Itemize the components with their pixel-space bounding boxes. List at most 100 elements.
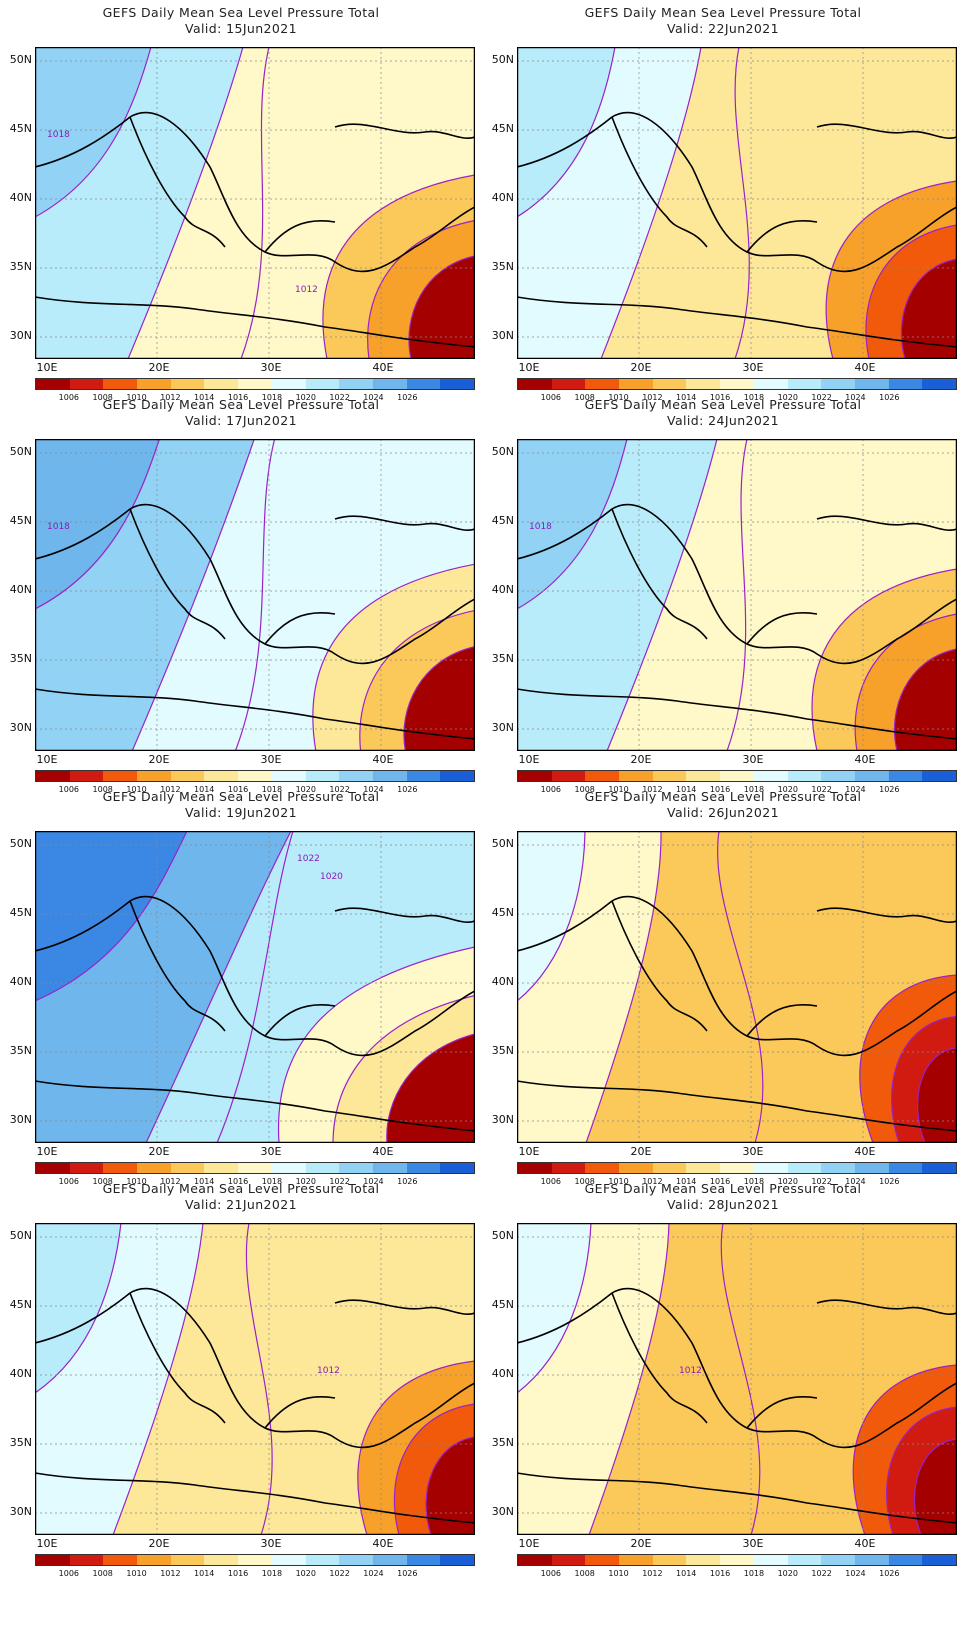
colorbar-level-label: 1008: [574, 785, 595, 794]
colorbar-level-label: 1026: [397, 393, 418, 402]
colorbar-level-label: 1024: [845, 785, 866, 794]
colorbar-level-label: 1022: [329, 393, 350, 402]
panel-title: GEFS Daily Mean Sea Level Pressure Total: [584, 789, 862, 804]
colorbar-level-label: 1016: [709, 785, 731, 794]
colorbar-segment: [69, 771, 104, 781]
colorbar-segment: [518, 1163, 552, 1173]
contour-label: 1012: [295, 285, 318, 295]
colorbar-level-label: 1012: [160, 1569, 181, 1578]
colorbar-segment: [888, 1555, 923, 1565]
colorbar-segment: [69, 379, 104, 389]
colorbar-segment: [372, 1163, 407, 1173]
colorbar-level-label: 1026: [879, 1177, 900, 1186]
colorbar-segment: [238, 771, 272, 781]
pressure-field-svg: [517, 831, 957, 1143]
colorbar-segment: [440, 1555, 474, 1565]
colorbar-segment: [137, 1555, 171, 1565]
colorbar-segment: [271, 1163, 306, 1173]
longitude-tick-label: 20E: [148, 1537, 170, 1550]
colorbar-segment: [922, 1555, 956, 1565]
colorbar-segment: [137, 1163, 171, 1173]
colorbar-segment: [753, 771, 788, 781]
colorbar-level-label: 1010: [126, 785, 147, 794]
colorbar-level-label: 1024: [363, 785, 384, 794]
latitude-tick-label: 40N: [491, 1367, 514, 1380]
colorbar-level-label: 1010: [608, 1177, 629, 1186]
colorbar-level-label: 1026: [879, 1569, 900, 1578]
colorbar-segment: [787, 1555, 822, 1565]
colorbar-level-label: 1022: [329, 785, 350, 794]
colorbar-level-label: 1010: [608, 1569, 629, 1578]
colorbar-segment: [440, 1163, 474, 1173]
colorbar-segment: [686, 1555, 721, 1565]
colorbar-segment: [888, 1163, 923, 1173]
colorbar-level-label: 1010: [126, 1569, 147, 1578]
colorbar-segment: [518, 379, 552, 389]
colorbar-segment: [103, 1555, 138, 1565]
colorbar-level-label: 1020: [295, 1569, 316, 1578]
colorbar-level-label: 1006: [58, 785, 80, 794]
longitude-tick-label: 10E: [36, 361, 58, 374]
colorbar-level-label: 1024: [845, 393, 866, 402]
colorbar-segment: [821, 771, 855, 781]
pressure-field-svg: 1012: [517, 1223, 957, 1535]
panel-title: GEFS Daily Mean Sea Level Pressure Total: [584, 1181, 862, 1196]
pressure-field-svg: 1012: [35, 1223, 475, 1535]
colorbar-level-label: 1012: [642, 1569, 663, 1578]
latitude-tick-label: 40N: [9, 583, 32, 596]
longitude-tick-label: 30E: [260, 1145, 282, 1158]
colorbar-segment: [787, 771, 822, 781]
colorbar-segment: [619, 379, 653, 389]
latitude-tick-label: 35N: [491, 1436, 514, 1449]
colorbar-level-label: 1014: [676, 1177, 697, 1186]
longitude-tick-label: 20E: [630, 753, 652, 766]
panel-valid-date: Valid: 28Jun2021: [667, 1197, 779, 1212]
colorbar-level-label: 1016: [709, 393, 731, 402]
longitude-tick-label: 20E: [630, 361, 652, 374]
colorbar-segment: [854, 1163, 889, 1173]
latitude-tick-label: 30N: [9, 721, 32, 734]
colorbar-level-label: 1006: [540, 785, 562, 794]
latitude-tick-label: 40N: [491, 583, 514, 596]
colorbar-segment: [372, 379, 407, 389]
latitude-tick-label: 40N: [491, 191, 514, 204]
latitude-tick-label: 35N: [9, 1044, 32, 1057]
colorbar-segment: [720, 1555, 754, 1565]
colorbar-level-label: 1018: [743, 785, 765, 794]
colorbar-segment: [753, 1555, 788, 1565]
longitude-tick-label: 40E: [372, 753, 394, 766]
colorbar-segment: [686, 379, 721, 389]
panel-title: GEFS Daily Mean Sea Level Pressure Total: [102, 397, 380, 412]
colorbar-segment: [821, 1555, 855, 1565]
panel-valid-date: Valid: 22Jun2021: [667, 21, 779, 36]
colorbar-segment: [518, 1555, 552, 1565]
panel-title: GEFS Daily Mean Sea Level Pressure Total: [584, 397, 862, 412]
colorbar-level-label: 1016: [709, 1569, 731, 1578]
pressure-colorbar: [517, 1162, 957, 1174]
pressure-field-map: [517, 47, 957, 359]
colorbar-segment: [170, 1163, 205, 1173]
latitude-tick-label: 30N: [491, 721, 514, 734]
pressure-colorbar: [35, 1554, 475, 1566]
latitude-tick-label: 35N: [9, 260, 32, 273]
colorbar-level-label: 1008: [574, 1177, 595, 1186]
pressure-colorbar: [35, 1162, 475, 1174]
map-panel: GEFS Daily Mean Sea Level Pressure Total…: [0, 1176, 482, 1586]
panel-valid-date: Valid: 15Jun2021: [185, 21, 297, 36]
contour-label: 1018: [47, 130, 70, 140]
colorbar-level-label: 1018: [743, 1177, 765, 1186]
latitude-tick-label: 45N: [9, 122, 32, 135]
panel-valid-date: Valid: 17Jun2021: [185, 413, 297, 428]
colorbar-segment: [305, 1163, 340, 1173]
map-panel: GEFS Daily Mean Sea Level Pressure Total…: [0, 392, 482, 802]
colorbar-level-label: 1016: [227, 1177, 249, 1186]
map-panel: GEFS Daily Mean Sea Level Pressure Total…: [482, 784, 964, 1194]
contour-label: 1018: [529, 522, 552, 532]
colorbar-level-label: 1008: [92, 1569, 113, 1578]
longitude-tick-label: 30E: [260, 361, 282, 374]
latitude-tick-label: 50N: [9, 1229, 32, 1242]
colorbar-level-label: 1018: [261, 393, 283, 402]
colorbar-segment: [720, 379, 754, 389]
colorbar-level-label: 1018: [261, 1569, 283, 1578]
colorbar-level-label: 1008: [92, 785, 113, 794]
